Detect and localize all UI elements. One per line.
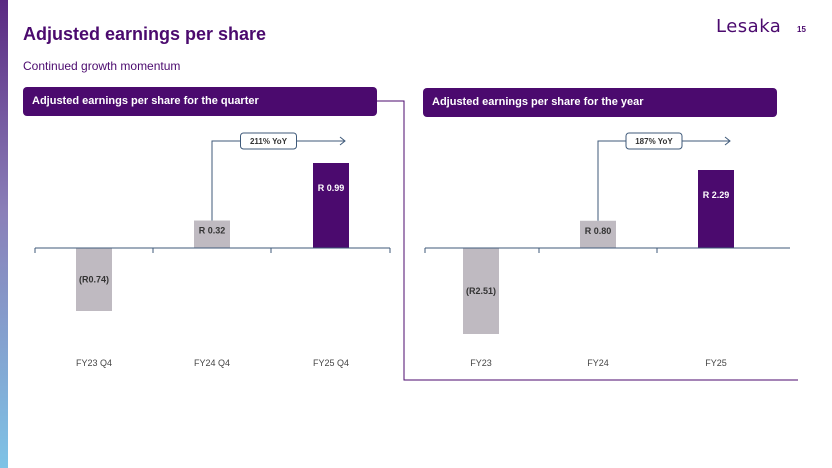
bar-3 (313, 163, 349, 248)
yoy-arrow-line (597, 140, 730, 221)
year-eps-chart: (R2.51) FY23 R 0.80 FY24 R 2.29 FY25 187% YoY (410, 115, 799, 385)
quarter-eps-chart-svg: (R0.74) FY23 Q4 R 0.32 FY24 Q4 R 0.99 FY25 Q4… (34, 132, 391, 368)
left-accent-stripe (0, 0, 8, 468)
bar-1 (463, 248, 499, 334)
quarter-eps-chart: (R0.74) FY23 Q4 R 0.32 FY24 Q4 R 0.99 FY25 Q4… (20, 115, 400, 385)
category-label-3: FY25 Q4 (313, 358, 349, 368)
bar-2 (194, 220, 230, 248)
bar-2 (580, 220, 616, 248)
yoy-badge (240, 132, 297, 150)
data-label-2: R 0.32 (199, 226, 226, 236)
category-label-1: FY23 (470, 358, 492, 368)
yoy-arrow-line (211, 140, 345, 221)
quarter-panel-header: Adjusted earnings per share for the quar… (23, 87, 377, 116)
yoy-arrow-head (724, 136, 731, 146)
data-label-1: (R2.51) (466, 286, 496, 296)
category-label-3: FY25 (705, 358, 727, 368)
year-eps-chart-svg: (R2.51) FY23 R 0.80 FY24 R 2.29 FY25 187% YoY (424, 132, 799, 368)
yoy-badge-text: 187% YoY (635, 137, 673, 146)
data-label-3: R 0.99 (318, 183, 345, 193)
data-label-2: R 0.80 (585, 226, 612, 236)
yoy-arrow-head (339, 136, 346, 146)
yoy-badge (625, 132, 683, 150)
year-panel-header: Adjusted earnings per share for the year (423, 88, 777, 117)
category-label-2: FY24 Q4 (194, 358, 230, 368)
data-label-3: R 2.29 (703, 190, 730, 200)
page-subtitle: Continued growth momentum (23, 59, 181, 73)
bar-1 (76, 248, 112, 311)
yoy-badge-text: 211% YoY (250, 137, 288, 146)
bar-3 (698, 170, 734, 248)
page-number: 15 (797, 25, 806, 34)
category-label-2: FY24 (587, 358, 609, 368)
category-label-1: FY23 Q4 (76, 358, 112, 368)
page-title: Adjusted earnings per share (23, 24, 267, 44)
lesaka-logo: Lesaka (716, 16, 782, 37)
data-label-1: (R0.74) (79, 275, 109, 285)
